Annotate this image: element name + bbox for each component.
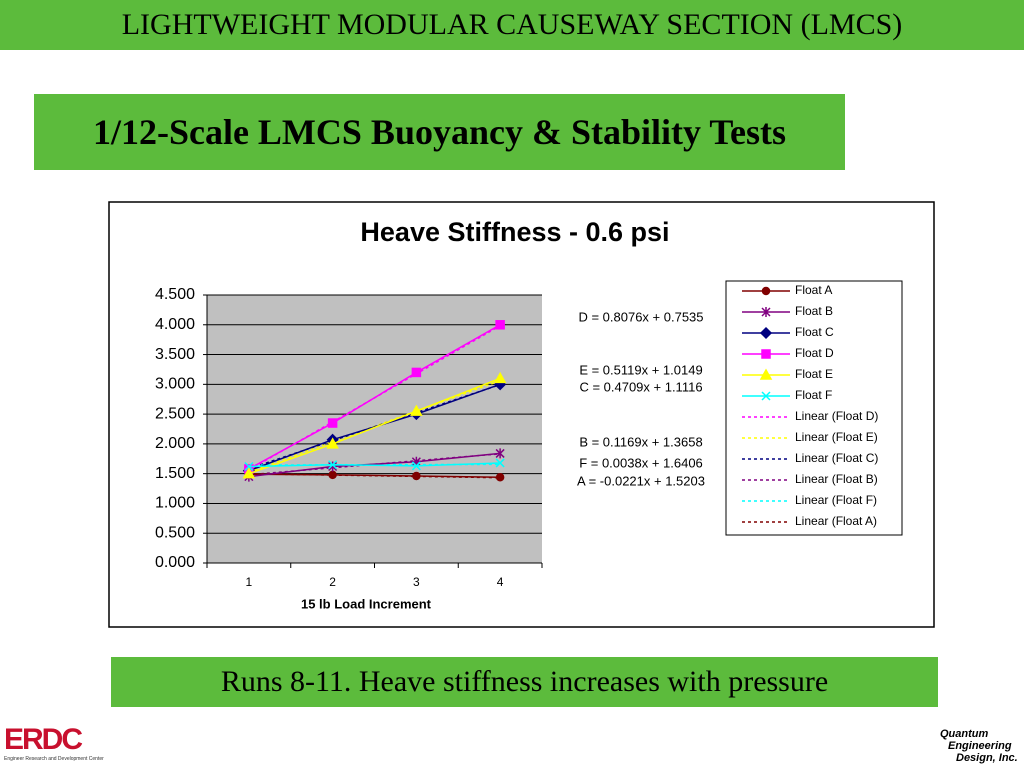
- y-tick-label: 3.000: [155, 376, 195, 393]
- x-tick-label: 3: [413, 575, 420, 589]
- logo-left: ERDC Engineer Research and Development C…: [4, 723, 104, 763]
- legend-marker: [759, 368, 773, 380]
- series-line: [248, 324, 501, 470]
- series-line: [248, 462, 501, 468]
- data-point: [412, 471, 421, 481]
- y-tick-label: 4.000: [155, 316, 195, 333]
- legend-label: Float A: [795, 283, 832, 297]
- legend-label: Linear (Float B): [795, 472, 878, 486]
- series-line: [248, 377, 501, 475]
- logo-line: Design, Inc.: [956, 752, 1018, 764]
- trendline-equation: F = 0.0038x + 1.6406: [579, 455, 703, 470]
- y-tick-label: 1.000: [155, 495, 195, 512]
- data-point: [411, 461, 421, 471]
- trendline-equation: A = -0.0221x + 1.5203: [577, 473, 705, 488]
- data-point: [242, 467, 256, 479]
- legend-label: Float D: [795, 346, 834, 360]
- slide-title: 1/12-Scale LMCS Buoyancy & Stability Tes…: [34, 94, 845, 170]
- logo-line: Quantum: [940, 728, 989, 740]
- y-tick-label: 1.500: [155, 465, 195, 482]
- data-point: [328, 461, 338, 472]
- series-line: [248, 452, 501, 478]
- trendline-equation: D = 0.8076x + 0.7535: [578, 309, 703, 324]
- legend-label: Float B: [795, 304, 833, 318]
- legend-marker: [761, 307, 771, 317]
- caption: Runs 8-11. Heave stiffness increases wit…: [111, 657, 938, 707]
- data-point: [495, 448, 505, 459]
- legend: [725, 280, 903, 536]
- legend-marker: [759, 326, 773, 340]
- legend-label: Float C: [795, 325, 834, 339]
- data-point: [326, 437, 339, 449]
- y-tick-label: 0.500: [155, 524, 195, 541]
- legend-marker: [761, 349, 771, 359]
- data-point: [328, 470, 337, 480]
- legend-label: Linear (Float C): [795, 451, 878, 465]
- logo-right: Quantum Engineering Design, Inc.: [940, 728, 1018, 764]
- logo-line: Engineering: [948, 740, 1012, 752]
- x-tick-label: 4: [497, 575, 504, 589]
- trendline-equation: C = 0.4709x + 1.1116: [579, 379, 702, 394]
- data-point: [495, 320, 505, 330]
- data-point: [495, 472, 505, 482]
- plot-area: [207, 295, 542, 563]
- data-point: [493, 371, 507, 384]
- y-tick-label: 4.500: [155, 286, 195, 303]
- legend-label: Linear (Float F): [795, 493, 877, 507]
- data-point: [410, 404, 423, 416]
- series-line: [248, 473, 501, 478]
- legend-label: Float F: [795, 388, 832, 402]
- trendline-equation: B = 0.1169x + 1.3658: [579, 434, 702, 449]
- chart: Heave Stiffness - 0.6 psi 15 lb Load Inc…: [108, 201, 935, 628]
- x-tick-label: 2: [329, 575, 336, 589]
- legend-marker: [761, 391, 771, 401]
- chart-title: Heave Stiffness - 0.6 psi: [360, 217, 669, 247]
- legend-label: Linear (Float D): [795, 409, 878, 423]
- x-axis-label: 15 lb Load Increment: [301, 596, 432, 611]
- y-tick-label: 2.000: [155, 435, 195, 452]
- x-tick-label: 1: [246, 575, 253, 589]
- logo-subtext: Engineer Research and Development Center: [4, 756, 104, 762]
- legend-label: Linear (Float A): [795, 514, 877, 528]
- legend-marker: [761, 286, 771, 296]
- data-point: [495, 458, 505, 468]
- trendline-equation: E = 0.5119x + 1.0149: [579, 362, 702, 377]
- logo-text: ERDC: [4, 723, 83, 756]
- data-point: [327, 418, 338, 428]
- legend-label: Linear (Float E): [795, 430, 878, 444]
- y-tick-label: 2.500: [155, 405, 195, 422]
- legend-label: Float E: [795, 367, 833, 381]
- header: LIGHTWEIGHT MODULAR CAUSEWAY SECTION (LM…: [0, 0, 1024, 50]
- data-point: [328, 460, 338, 470]
- y-tick-label: 3.500: [155, 346, 195, 363]
- data-point: [411, 367, 422, 378]
- y-tick-label: 0.000: [155, 554, 195, 571]
- data-point: [244, 461, 254, 472]
